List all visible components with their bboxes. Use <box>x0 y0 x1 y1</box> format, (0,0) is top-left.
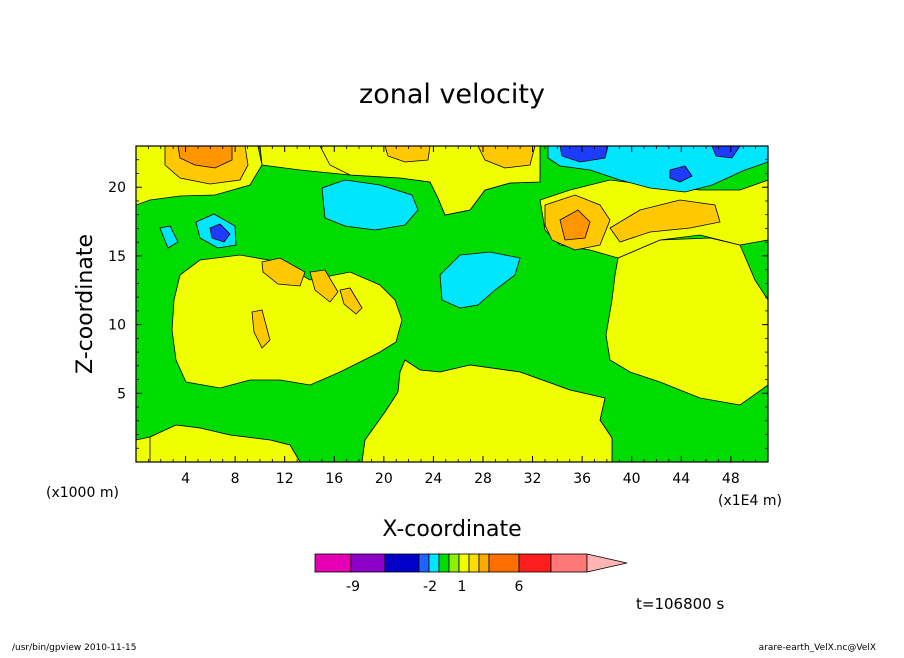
x-unit-left: (x1000 m) <box>46 485 119 501</box>
colorbar <box>314 553 628 573</box>
field-region-orange-top-mid <box>477 146 536 169</box>
colorbar-segment <box>418 553 430 573</box>
colorbar-segment <box>468 553 480 573</box>
x-unit-right: (x1E4 m) <box>718 493 782 509</box>
colorbar-segment <box>384 553 420 573</box>
field-region-orange-streak-4 <box>251 309 271 349</box>
field-region-blue-top-right-2 <box>711 146 741 159</box>
field-region-yellow-top-center <box>319 146 541 216</box>
colorbar-segment <box>518 553 552 573</box>
field-region-orange-streak-1 <box>261 257 306 287</box>
x-tick-label: 36 <box>573 471 591 487</box>
x-tick-label: 16 <box>325 471 343 487</box>
field-region-orange-streak-3 <box>339 287 363 315</box>
x-tick-label: 28 <box>474 471 492 487</box>
y-axis-label: Z-coordinate <box>73 234 98 374</box>
colorbar-tick-label: -9 <box>346 579 360 595</box>
field-region-orange-right-core <box>559 209 591 241</box>
colorbar-segment <box>448 553 460 573</box>
y-tick-label: 5 <box>117 386 126 402</box>
colorbar-segment <box>314 553 352 573</box>
colorbar-segment <box>438 553 450 573</box>
y-tick-label: 15 <box>108 249 126 265</box>
colorbar-tick-label: 1 <box>458 579 467 595</box>
y-tick-label: 10 <box>108 318 126 334</box>
x-tick-label: 4 <box>181 471 190 487</box>
x-axis-ticks: 4 8 12 16 20 24 28 32 36 40 44 48 <box>147 146 757 487</box>
colorbar-segment <box>458 553 470 573</box>
field-region-orange-streak-2 <box>309 269 339 303</box>
time-label: t=106800 s <box>636 595 724 613</box>
x-tick-label: 20 <box>375 471 393 487</box>
x-tick-label: 44 <box>672 471 690 487</box>
colorbar-segment <box>350 553 386 573</box>
plot-area <box>136 146 768 462</box>
field-region-yellow-center <box>361 359 613 462</box>
field-region-orange-top-center <box>384 146 431 163</box>
footer-left: /usr/bin/gpview 2010-11-15 <box>12 643 136 653</box>
x-tick-label: 32 <box>524 471 542 487</box>
colorbar-segment <box>550 553 588 573</box>
field-region-blue-top-right <box>559 146 609 163</box>
colorbar-segment <box>428 553 440 573</box>
footer-right: arare-earth_VelX.nc@VelX <box>759 643 876 653</box>
field-region-cyan-center <box>439 251 521 309</box>
colorbar-segment <box>478 553 490 573</box>
x-tick-label: 24 <box>424 471 442 487</box>
x-axis-label: X-coordinate <box>382 517 521 542</box>
x-tick-label: 8 <box>231 471 240 487</box>
field-region-yellow-bottom-left <box>149 424 301 462</box>
field-region-orange-right-band <box>609 199 721 243</box>
x-tick-label: 12 <box>276 471 294 487</box>
x-tick-label: 48 <box>722 471 740 487</box>
colorbar-tick-label: 6 <box>515 579 524 595</box>
colorbar-tick-label: -2 <box>423 579 437 595</box>
field-region-blue-left <box>209 223 231 243</box>
field-region-cyan-top-center <box>321 179 419 231</box>
colorbar-arrow <box>586 553 628 573</box>
field-region-blue-right-small <box>669 165 693 183</box>
colorbar-labels: -9 -2 1 6 <box>346 579 524 595</box>
x-tick-label: 40 <box>623 471 641 487</box>
chart-title: zonal velocity <box>359 79 545 110</box>
y-tick-label: 20 <box>108 180 126 196</box>
y-axis-ticks: 5 10 15 20 <box>108 159 768 449</box>
plot-frame <box>135 145 769 463</box>
field-region-cyan-small-left <box>159 225 179 249</box>
field-region-orange-top-left-core <box>177 146 233 169</box>
colorbar-segment <box>488 553 520 573</box>
